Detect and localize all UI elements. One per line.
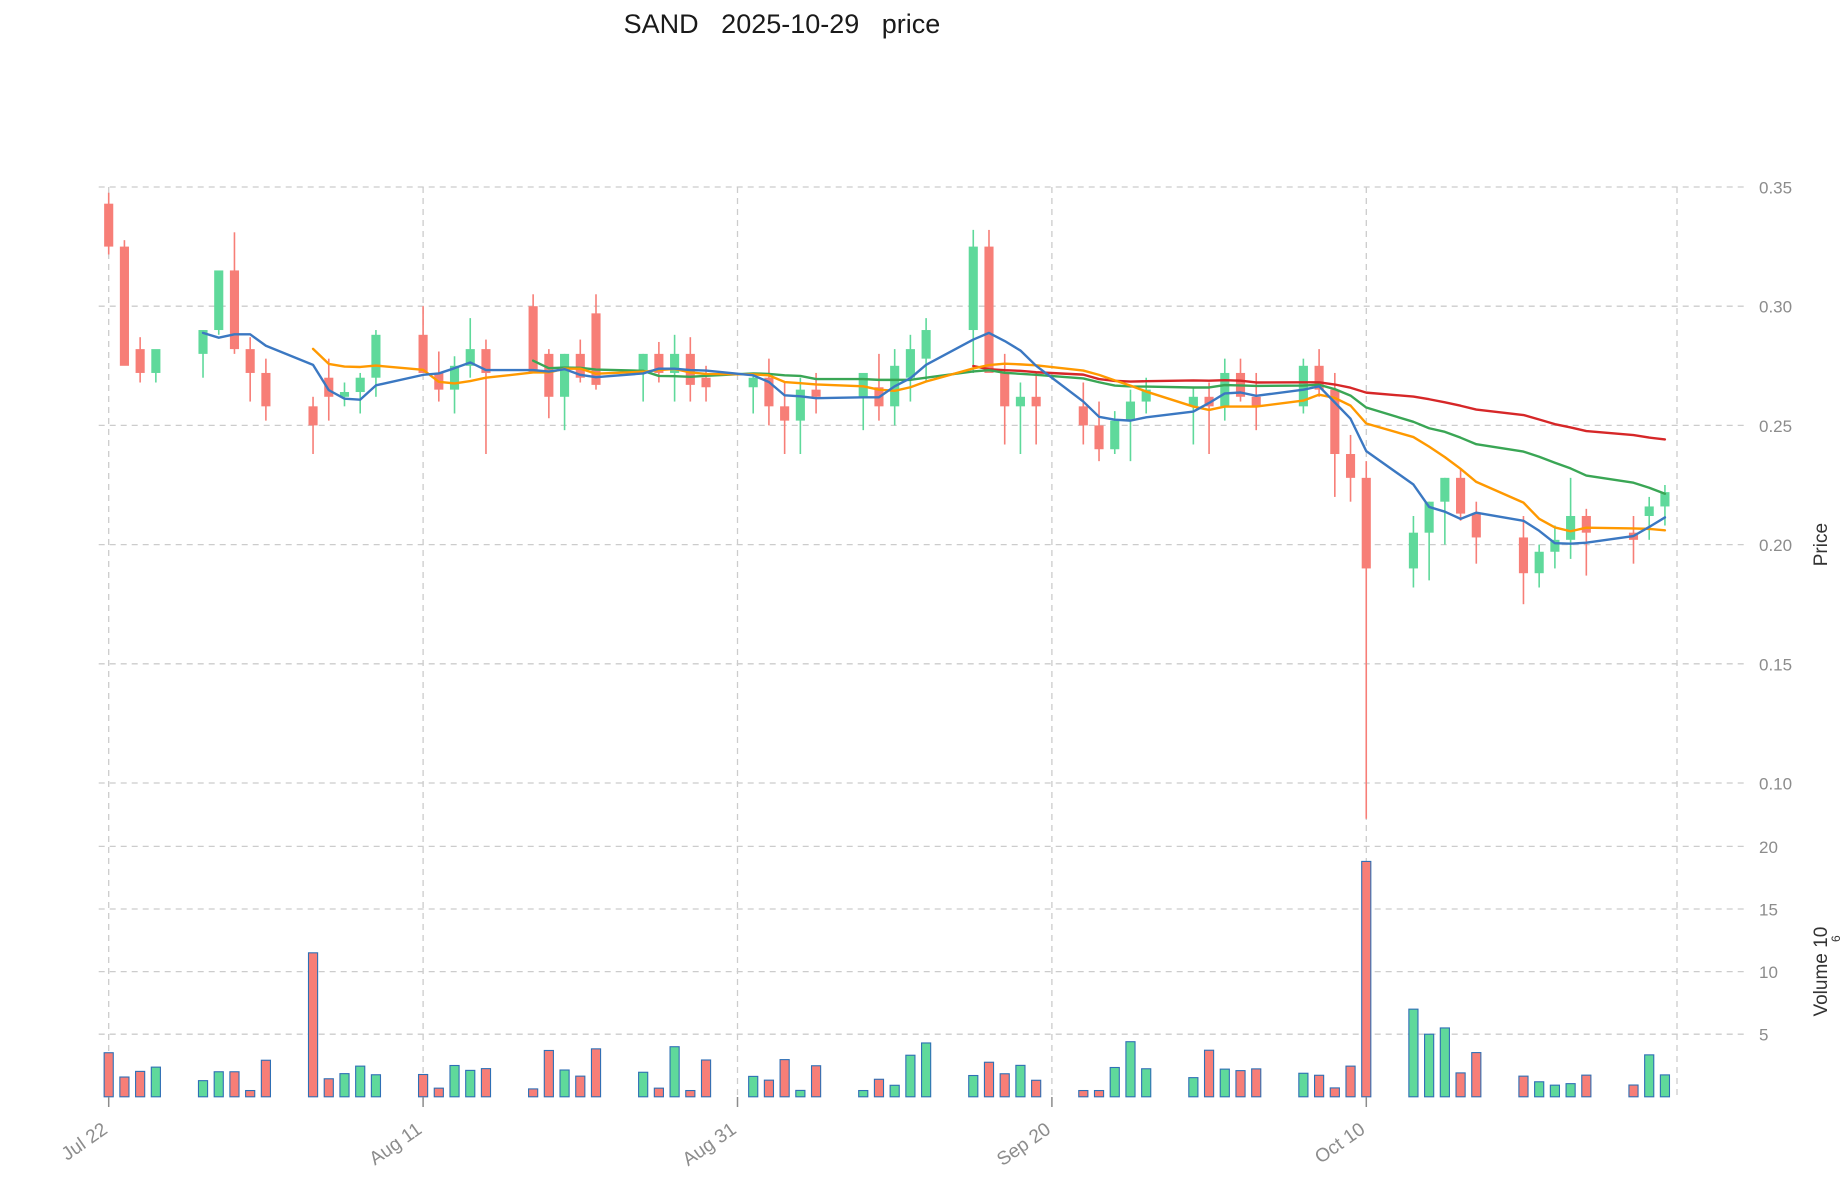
- svg-text:0.10: 0.10: [1759, 775, 1792, 794]
- svg-text:0.30: 0.30: [1759, 298, 1792, 317]
- svg-text:0.25: 0.25: [1759, 417, 1792, 436]
- svg-text:15: 15: [1759, 901, 1778, 920]
- svg-text:0.35: 0.35: [1759, 179, 1792, 198]
- svg-text:10: 10: [1759, 963, 1778, 982]
- svg-text:5: 5: [1759, 1026, 1768, 1045]
- svg-text:SAND 2025-10-29 price: SAND 2025-10-29 price: [624, 9, 941, 39]
- svg-text:20: 20: [1759, 838, 1778, 857]
- svg-text:6: 6: [1829, 935, 1843, 942]
- svg-text:0.15: 0.15: [1759, 655, 1792, 674]
- svg-text:0.20: 0.20: [1759, 536, 1792, 555]
- svg-text:Price: Price: [1811, 523, 1832, 566]
